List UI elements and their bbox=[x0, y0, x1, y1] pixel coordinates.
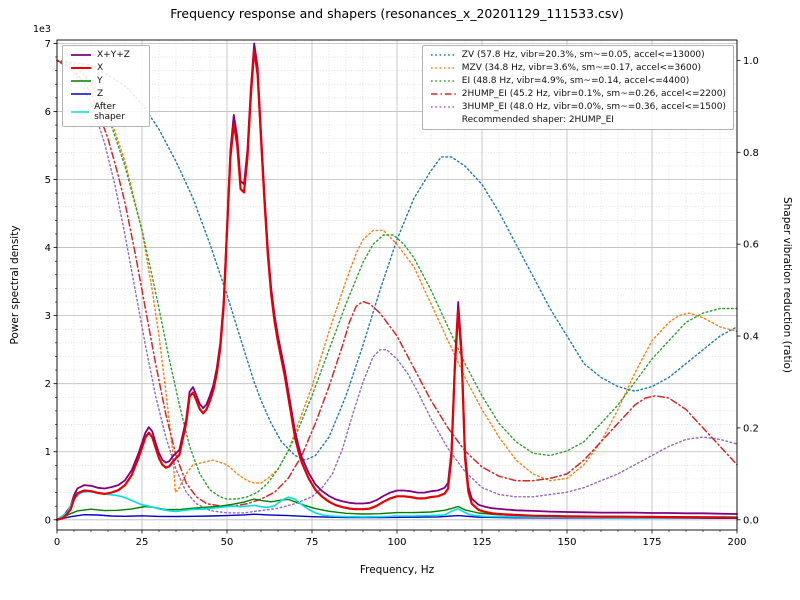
legend-line-sample bbox=[71, 80, 91, 82]
y-tick-label: 2 bbox=[45, 379, 51, 390]
y-tick-label: 4 bbox=[45, 243, 51, 254]
legend-item-label: After shaper bbox=[94, 102, 125, 123]
legend-line-sample bbox=[430, 115, 457, 125]
legend-item: ZV (57.8 Hz, vibr=20.3%, sm~=0.05, accel… bbox=[430, 50, 726, 60]
y-tick-label: 5 bbox=[45, 175, 51, 186]
legend-line-sample bbox=[430, 93, 456, 96]
legend-item-label: ZV (57.8 Hz, vibr=20.3%, sm~=0.05, accel… bbox=[461, 50, 705, 60]
y-tick-label: 0 bbox=[45, 515, 51, 526]
legend-item-label: 2HUMP_EI (45.2 Hz, vibr=0.1%, sm~=0.26, … bbox=[461, 89, 726, 100]
x-tick-label: 125 bbox=[472, 537, 491, 548]
y2-tick-label: 0.2 bbox=[743, 423, 759, 434]
y-axis-label-right: Shaper vibration reduction (ratio) bbox=[781, 196, 793, 374]
legend-item: MZV (34.8 Hz, vibr=3.6%, sm~=0.17, accel… bbox=[430, 63, 726, 73]
series-x-y-z bbox=[56, 42, 738, 521]
y2-tick-label: 0.4 bbox=[743, 332, 759, 343]
legend-item-label: X+Y+Z bbox=[97, 50, 130, 60]
legend-item: Recommended shaper: 2HUMP_EI bbox=[430, 115, 726, 125]
y2-tick-label: 0.8 bbox=[743, 148, 759, 159]
legend-item: X+Y+Z bbox=[70, 50, 142, 60]
x-tick-label: 75 bbox=[306, 537, 319, 548]
legend-item-label: 3HUMP_EI (48.0 Hz, vibr=0.0%, sm~=0.36, … bbox=[461, 102, 726, 113]
legend-item-label: MZV (34.8 Hz, vibr=3.6%, sm~=0.17, accel… bbox=[461, 63, 701, 74]
y2-tick-label: 0.0 bbox=[743, 515, 759, 526]
legend-psd: X+Y+Z X Y Z After shaper bbox=[62, 45, 150, 128]
legend-line-sample bbox=[71, 54, 91, 56]
legend-item: X bbox=[70, 63, 142, 73]
legend-item-label: X bbox=[97, 63, 104, 74]
legend-item: EI (48.8 Hz, vibr=4.9%, sm~=0.14, accel<… bbox=[430, 76, 726, 86]
x-tick-label: 175 bbox=[642, 537, 661, 548]
axis-offset-text: 1e3 bbox=[33, 24, 51, 35]
legend-item: 2HUMP_EI (45.2 Hz, vibr=0.1%, sm~=0.26, … bbox=[430, 89, 726, 99]
legend-line-sample bbox=[430, 106, 456, 109]
series-2hump-ei bbox=[56, 59, 738, 507]
series-ei bbox=[56, 59, 738, 500]
series-mzv bbox=[56, 59, 738, 493]
y2-tick-label: 1.0 bbox=[743, 56, 759, 67]
legend-line-sample bbox=[430, 67, 456, 69]
chart-title: Frequency response and shapers (resonanc… bbox=[170, 6, 624, 21]
legend-item: Z bbox=[70, 89, 142, 99]
legend-shapers: ZV (57.8 Hz, vibr=20.3%, sm~=0.05, accel… bbox=[421, 45, 734, 131]
legend-item: After shaper bbox=[70, 102, 142, 122]
legend-line-sample bbox=[71, 67, 91, 70]
legend-line-sample bbox=[430, 54, 456, 56]
legend-item: Y bbox=[70, 76, 142, 86]
y-axis-label-left: Power spectral density bbox=[9, 225, 21, 345]
x-tick-label: 200 bbox=[727, 537, 746, 548]
x-axis-label: Frequency, Hz bbox=[359, 564, 435, 576]
legend-line-sample bbox=[71, 111, 90, 114]
y-tick-label: 7 bbox=[45, 39, 51, 50]
y-tick-label: 1 bbox=[45, 447, 51, 458]
series-zv bbox=[56, 59, 738, 461]
series-3hump-ei bbox=[56, 59, 738, 514]
legend-item-label: Y bbox=[97, 76, 103, 87]
y-tick-label: 6 bbox=[45, 107, 51, 118]
x-tick-label: 25 bbox=[136, 537, 149, 548]
x-tick-label: 0 bbox=[54, 537, 60, 548]
legend-item: 3HUMP_EI (48.0 Hz, vibr=0.0%, sm~=0.36, … bbox=[430, 102, 726, 112]
series-after-shaper bbox=[56, 490, 738, 521]
series-x bbox=[55, 49, 739, 521]
series-z bbox=[56, 513, 738, 521]
legend-line-sample bbox=[430, 80, 456, 82]
legend-item-label: Recommended shaper: 2HUMP_EI bbox=[461, 115, 614, 126]
legend-item-label: Z bbox=[97, 89, 104, 100]
x-tick-label: 100 bbox=[387, 537, 406, 548]
y-tick-label: 3 bbox=[45, 311, 51, 322]
ticks: 0 25 50 75 100 125 150 175 200 0 1 2 3 4 5 6 7 0.0 0.2 0.4 0… bbox=[45, 39, 759, 548]
x-tick-label: 50 bbox=[221, 537, 234, 548]
x-tick-label: 150 bbox=[557, 537, 576, 548]
legend-item-label: EI (48.8 Hz, vibr=4.9%, sm~=0.14, accel<… bbox=[461, 76, 690, 87]
legend-line-sample bbox=[71, 93, 91, 95]
y2-tick-label: 0.6 bbox=[743, 240, 759, 251]
